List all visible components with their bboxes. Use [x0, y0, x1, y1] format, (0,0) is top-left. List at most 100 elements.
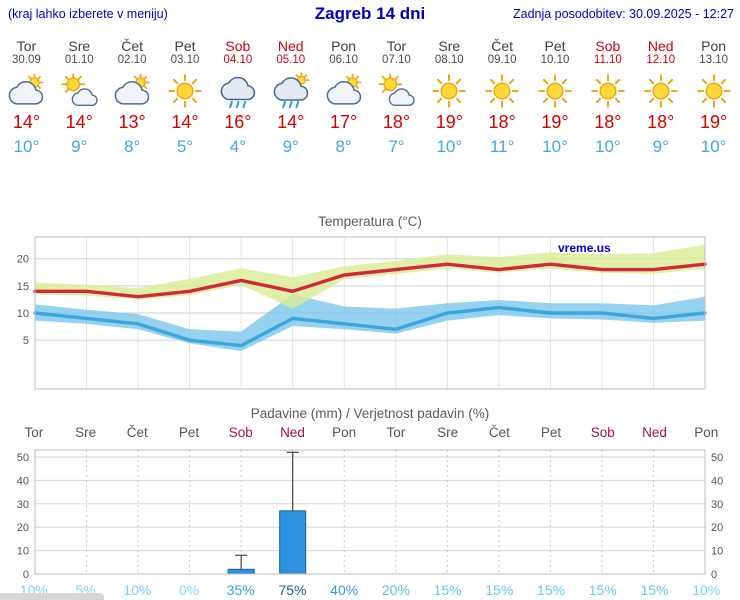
last-updated: Zadnja posodobitev: 30.09.2025 - 12:27 — [512, 7, 734, 21]
precip-day-label: Tor — [24, 425, 44, 440]
max-temp: 13° — [118, 112, 146, 132]
svg-text:30: 30 — [17, 499, 29, 511]
day-name: Tor — [386, 38, 407, 54]
precipitation-chart-title: Padavine (mm) / Verjetnost padavin (%) — [250, 406, 490, 421]
day-column[interactable]: Pet 03.10 14° 5° — [159, 38, 212, 157]
precip-probability: 40% — [330, 582, 359, 598]
day-name: Sre — [68, 38, 91, 54]
day-date: 12.10 — [646, 54, 676, 66]
weather-icon — [60, 72, 98, 110]
min-temp: 10° — [13, 137, 40, 156]
day-column[interactable]: Tor 07.10 18° 7° — [370, 38, 423, 157]
weather-icon — [695, 72, 733, 110]
weather-icon — [325, 72, 363, 110]
max-temp: 18° — [382, 112, 411, 132]
precip-probability: 10% — [692, 582, 721, 598]
max-temp: 14° — [65, 112, 93, 132]
weather-icon — [113, 72, 151, 110]
min-temp: 10° — [436, 137, 463, 156]
precip-probabilities: 10% 5% 10% 0% 35% 75% 40% 20% 15% 15% 15… — [8, 582, 732, 599]
watermark: vreme.us — [558, 241, 611, 255]
day-name: Čet — [121, 38, 144, 54]
precip-day-label: Pet — [178, 425, 200, 440]
svg-text:30: 30 — [711, 499, 723, 511]
day-date: 09.10 — [487, 54, 517, 66]
precip-day-label: Ned — [280, 425, 305, 440]
day-column[interactable]: Ned 12.10 18° 9° — [634, 38, 687, 157]
day-name: Pet — [174, 38, 196, 54]
day-column[interactable]: Čet 02.10 13° 8° — [106, 38, 159, 157]
weather-icon — [483, 72, 521, 110]
max-temp: 14° — [277, 112, 305, 132]
day-column[interactable]: Sob 11.10 18° 10° — [581, 38, 634, 157]
day-column[interactable]: Čet 09.10 18° 11° — [476, 38, 529, 157]
min-temp: 9° — [71, 137, 88, 156]
svg-text:40: 40 — [17, 475, 29, 487]
day-date: 11.10 — [593, 54, 622, 66]
weather-icon — [536, 72, 574, 110]
min-temp: 10° — [542, 137, 568, 156]
precipitation-chart: 0 0 10 10 20 20 30 30 40 40 50 50 — [17, 449, 723, 580]
precip-day-label: Pet — [540, 425, 562, 440]
page-header: (kraj lahko izberete v meniju) Zagreb 14… — [0, 0, 740, 31]
page-title: Zagreb 14 dni — [314, 4, 426, 23]
max-temp: 14° — [171, 112, 199, 132]
temperature-chart-title: Temperatura (°C) — [318, 214, 422, 229]
day-date: 08.10 — [434, 54, 464, 66]
max-temp: 19° — [699, 112, 728, 132]
precip-day-label: Sre — [437, 425, 459, 440]
day-date: 01.10 — [64, 54, 94, 66]
precip-probability: 15% — [485, 582, 514, 598]
max-temp: 18° — [647, 112, 675, 132]
day-name: Tor — [16, 38, 37, 54]
day-column[interactable]: Sob 04.10 16° 4° — [211, 38, 264, 157]
svg-text:10: 10 — [711, 546, 723, 558]
precip-day-label: Pon — [694, 425, 719, 440]
day-column[interactable]: Ned 05.10 14° 9° — [264, 38, 317, 157]
max-temp: 18° — [594, 112, 622, 132]
precip-probability: 0% — [178, 582, 200, 598]
day-column[interactable]: Pon 06.10 17° 8° — [317, 38, 370, 157]
weather-icon — [219, 72, 257, 110]
min-temp: 8° — [124, 137, 141, 156]
precip-day-label: Čet — [488, 425, 510, 440]
day-column[interactable]: Sre 08.10 19° 10° — [423, 38, 476, 157]
max-temp: 19° — [435, 112, 463, 132]
day-column[interactable]: Sre 01.10 14° 9° — [53, 38, 106, 157]
precip-day-label: Sob — [590, 425, 615, 440]
max-temp: 16° — [224, 112, 252, 132]
precip-day-label: Sre — [75, 425, 97, 440]
scrollbar-thumb[interactable] — [0, 593, 104, 600]
day-column[interactable]: Pon 13.10 19° 10° — [687, 38, 740, 157]
day-name: Sre — [438, 38, 461, 54]
day-date: 03.10 — [170, 54, 200, 66]
min-temp: 10° — [595, 137, 621, 156]
day-date: 13.10 — [699, 54, 728, 66]
temperature-chart: 5 10 15 20 — [17, 236, 707, 390]
day-name: Čet — [491, 38, 514, 54]
day-name: Pon — [701, 38, 727, 54]
precip-probability: 10% — [123, 582, 152, 598]
weather-icon — [589, 72, 627, 110]
svg-text:15: 15 — [17, 281, 29, 293]
svg-text:10: 10 — [17, 546, 29, 558]
precip-day-label: Pon — [332, 425, 357, 440]
max-temp: 19° — [541, 112, 569, 132]
min-temp: 7° — [388, 137, 405, 156]
svg-text:20: 20 — [17, 522, 29, 534]
precip-probability: 15% — [433, 582, 462, 598]
svg-text:20: 20 — [17, 254, 29, 266]
svg-text:0: 0 — [711, 569, 717, 580]
day-date: 04.10 — [223, 54, 253, 66]
day-column[interactable]: Tor 30.09 14° 10° — [0, 38, 53, 157]
max-temp: 14° — [12, 112, 41, 132]
svg-text:20: 20 — [711, 522, 723, 534]
weather-icon — [272, 72, 310, 110]
weather-icon — [166, 72, 204, 110]
precip-probability: 20% — [381, 582, 410, 598]
max-temp: 17° — [329, 112, 358, 132]
location-menu-hint: (kraj lahko izberete v meniju) — [8, 7, 168, 21]
day-column[interactable]: Pet 10.10 19° 10° — [529, 38, 582, 157]
weather-icon — [642, 72, 680, 110]
weather-icon — [430, 72, 468, 110]
